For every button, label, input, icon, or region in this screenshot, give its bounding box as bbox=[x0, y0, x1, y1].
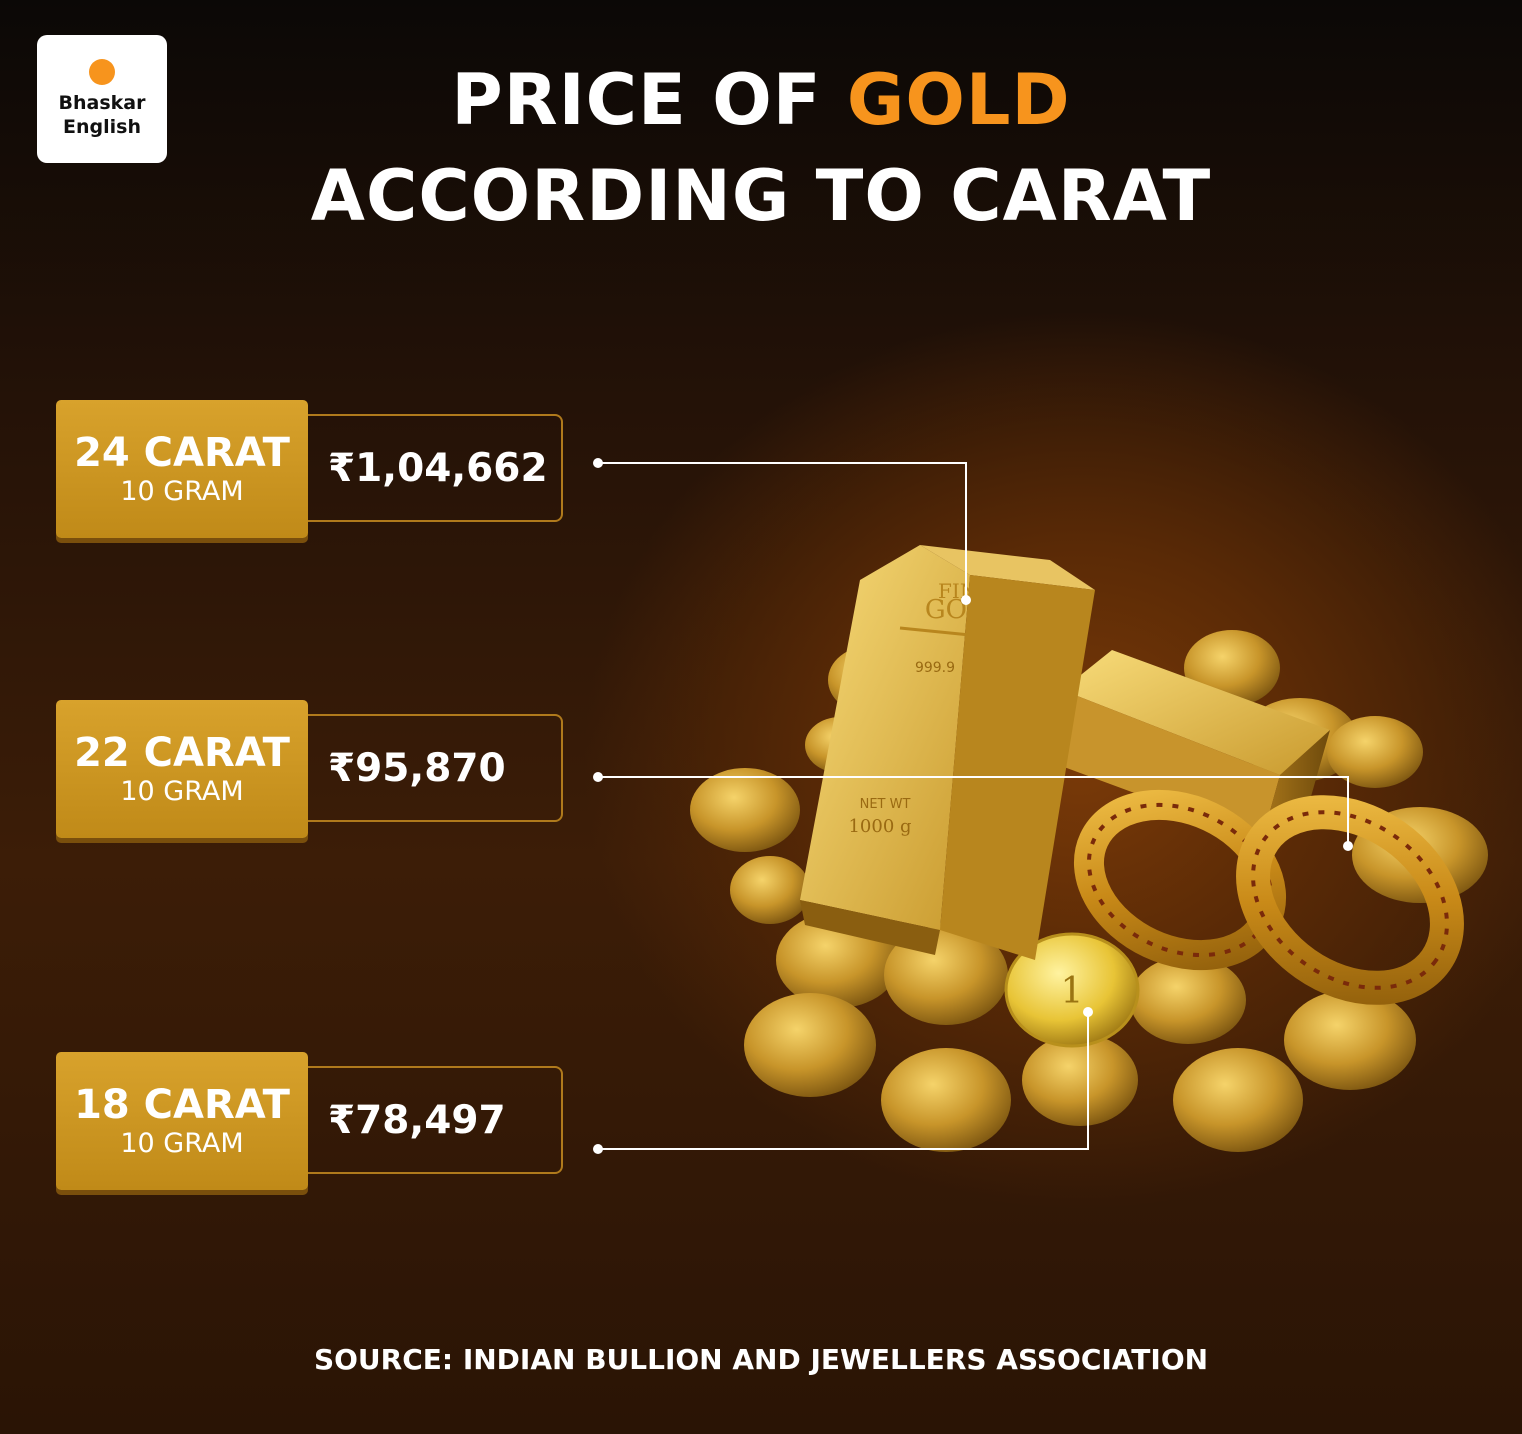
unit-label: 10 GRAM bbox=[120, 776, 244, 807]
price-row-22k: 22 CARAT 10 GRAM ₹95,870 bbox=[56, 700, 566, 842]
title-accent: GOLD bbox=[846, 59, 1071, 141]
price-value: ₹1,04,662 bbox=[328, 445, 548, 491]
bar-text-netwt: NET WT bbox=[860, 797, 911, 812]
brand-logo: Bhaskar English bbox=[37, 35, 167, 163]
price-value: ₹78,497 bbox=[328, 1097, 506, 1143]
source-credit: SOURCE: INDIAN BULLION AND JEWELLERS ASS… bbox=[313, 1343, 1209, 1376]
carat-box: 18 CARAT 10 GRAM bbox=[56, 1052, 308, 1190]
price-box: ₹1,04,662 bbox=[308, 414, 563, 522]
logo-line-2: English bbox=[63, 116, 141, 138]
bar-text-weight: 1000 g bbox=[848, 816, 911, 837]
connector-lines bbox=[598, 462, 1349, 1150]
connector-dots bbox=[593, 458, 1353, 1154]
gold-bar-front: FINE GOLD 999.9 NET WT 1000 g bbox=[800, 545, 1095, 960]
title-prefix: PRICE OF bbox=[451, 59, 847, 141]
bar-text-purity: 999.9 bbox=[915, 660, 955, 676]
price-value: ₹95,870 bbox=[328, 745, 506, 791]
title-line-1: PRICE OF GOLD bbox=[0, 52, 1522, 148]
price-box: ₹95,870 bbox=[308, 714, 563, 822]
price-row-24k: 24 CARAT 10 GRAM ₹1,04,662 bbox=[56, 400, 566, 542]
title-line-2: ACCORDING TO CARAT bbox=[310, 155, 1212, 237]
logo-line-1: Bhaskar bbox=[58, 92, 146, 114]
logo-dot-icon bbox=[89, 59, 115, 85]
svg-text:1: 1 bbox=[1061, 971, 1084, 1012]
page-title: PRICE OF GOLD ACCORDING TO CARAT bbox=[0, 52, 1522, 244]
unit-label: 10 GRAM bbox=[120, 1128, 244, 1159]
bangles bbox=[1073, 789, 1464, 1005]
price-row-18k: 18 CARAT 10 GRAM ₹78,497 bbox=[56, 1052, 566, 1194]
unit-label: 10 GRAM bbox=[120, 476, 244, 507]
carat-label: 18 CARAT bbox=[74, 1082, 290, 1128]
price-box: ₹78,497 bbox=[308, 1066, 563, 1174]
carat-box: 22 CARAT 10 GRAM bbox=[56, 700, 308, 838]
carat-box: 24 CARAT 10 GRAM bbox=[56, 400, 308, 538]
carat-label: 24 CARAT bbox=[74, 430, 290, 476]
carat-label: 22 CARAT bbox=[74, 730, 290, 776]
